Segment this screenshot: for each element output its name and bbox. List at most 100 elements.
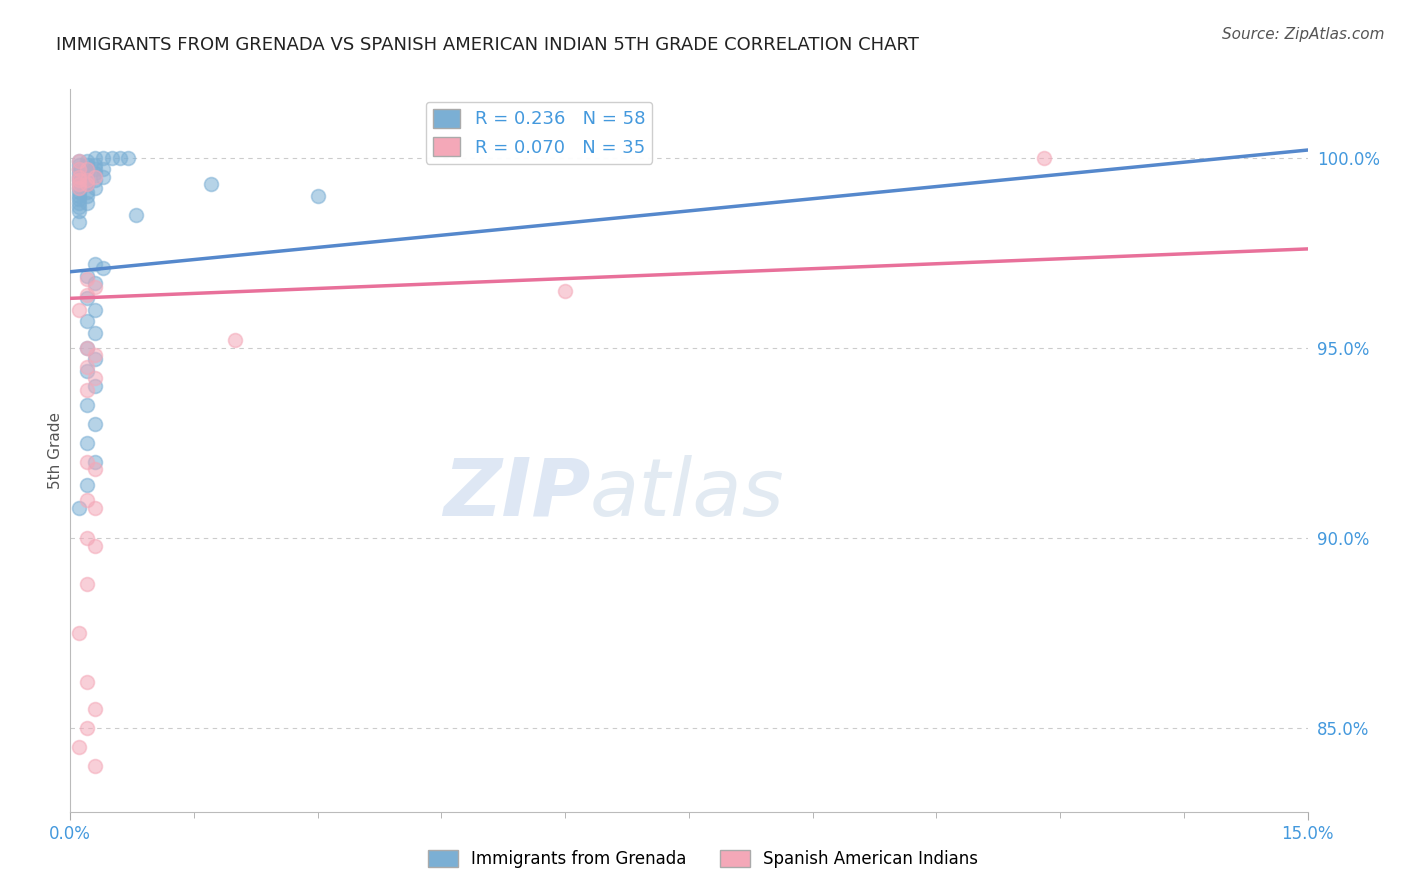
Point bbox=[67, 181, 90, 195]
Point bbox=[67, 215, 90, 229]
Point bbox=[1032, 151, 1054, 165]
Point bbox=[76, 158, 98, 172]
Point bbox=[67, 626, 90, 640]
Point bbox=[554, 284, 576, 298]
Point bbox=[67, 169, 90, 184]
Legend: Immigrants from Grenada, Spanish American Indians: Immigrants from Grenada, Spanish America… bbox=[422, 843, 984, 875]
Point bbox=[76, 268, 98, 283]
Point bbox=[76, 173, 98, 187]
Point bbox=[84, 500, 107, 515]
Point bbox=[84, 539, 107, 553]
Point bbox=[67, 740, 90, 755]
Point bbox=[84, 166, 107, 180]
Point bbox=[84, 455, 107, 469]
Point bbox=[307, 188, 329, 202]
Point bbox=[76, 398, 98, 412]
Point bbox=[76, 272, 98, 286]
Point bbox=[76, 178, 98, 192]
Point bbox=[84, 276, 107, 290]
Point bbox=[76, 154, 98, 169]
Point bbox=[76, 162, 98, 177]
Point bbox=[67, 169, 90, 184]
Point bbox=[76, 188, 98, 202]
Point bbox=[84, 151, 107, 165]
Point bbox=[67, 173, 90, 187]
Y-axis label: 5th Grade: 5th Grade bbox=[48, 412, 63, 489]
Point bbox=[84, 257, 107, 271]
Point bbox=[76, 675, 98, 690]
Point bbox=[84, 462, 107, 476]
Point bbox=[76, 363, 98, 377]
Point bbox=[117, 151, 139, 165]
Text: IMMIGRANTS FROM GRENADA VS SPANISH AMERICAN INDIAN 5TH GRADE CORRELATION CHART: IMMIGRANTS FROM GRENADA VS SPANISH AMERI… bbox=[56, 36, 920, 54]
Point bbox=[76, 178, 98, 192]
Point bbox=[76, 196, 98, 211]
Point bbox=[84, 417, 107, 431]
Point bbox=[76, 531, 98, 545]
Point bbox=[67, 162, 90, 177]
Point bbox=[67, 166, 90, 180]
Point bbox=[76, 173, 98, 187]
Point bbox=[76, 341, 98, 355]
Point bbox=[91, 162, 114, 177]
Point bbox=[76, 162, 98, 177]
Point bbox=[76, 166, 98, 180]
Point bbox=[76, 185, 98, 199]
Point bbox=[76, 492, 98, 507]
Point bbox=[84, 348, 107, 362]
Point bbox=[67, 154, 90, 169]
Text: atlas: atlas bbox=[591, 455, 785, 533]
Point bbox=[84, 352, 107, 367]
Point bbox=[84, 371, 107, 385]
Point bbox=[67, 181, 90, 195]
Point bbox=[84, 759, 107, 773]
Text: Source: ZipAtlas.com: Source: ZipAtlas.com bbox=[1222, 27, 1385, 42]
Legend: R = 0.236   N = 58, R = 0.070   N = 35: R = 0.236 N = 58, R = 0.070 N = 35 bbox=[426, 102, 652, 164]
Point bbox=[67, 196, 90, 211]
Point bbox=[76, 287, 98, 301]
Point bbox=[76, 383, 98, 397]
Point bbox=[67, 154, 90, 169]
Point bbox=[76, 314, 98, 328]
Point bbox=[100, 151, 122, 165]
Point bbox=[84, 702, 107, 716]
Point bbox=[200, 178, 222, 192]
Point bbox=[67, 178, 90, 192]
Point bbox=[67, 200, 90, 214]
Point bbox=[84, 173, 107, 187]
Point bbox=[84, 379, 107, 393]
Point bbox=[67, 178, 90, 192]
Point bbox=[67, 193, 90, 207]
Point bbox=[91, 169, 114, 184]
Point bbox=[76, 291, 98, 305]
Point bbox=[84, 169, 107, 184]
Point bbox=[76, 359, 98, 374]
Point bbox=[67, 162, 90, 177]
Point bbox=[91, 260, 114, 275]
Point bbox=[224, 333, 246, 347]
Point bbox=[76, 721, 98, 735]
Point bbox=[67, 173, 90, 187]
Point bbox=[125, 208, 148, 222]
Point bbox=[84, 326, 107, 340]
Point bbox=[84, 302, 107, 317]
Point bbox=[108, 151, 131, 165]
Point bbox=[67, 203, 90, 218]
Point bbox=[84, 162, 107, 177]
Point bbox=[76, 576, 98, 591]
Point bbox=[91, 151, 114, 165]
Point bbox=[67, 188, 90, 202]
Point bbox=[84, 280, 107, 294]
Point bbox=[67, 302, 90, 317]
Point bbox=[76, 435, 98, 450]
Point bbox=[76, 169, 98, 184]
Point bbox=[84, 158, 107, 172]
Point bbox=[76, 455, 98, 469]
Point bbox=[67, 500, 90, 515]
Point bbox=[76, 341, 98, 355]
Point bbox=[84, 181, 107, 195]
Text: ZIP: ZIP bbox=[443, 455, 591, 533]
Point bbox=[76, 477, 98, 491]
Point bbox=[67, 158, 90, 172]
Point bbox=[67, 185, 90, 199]
